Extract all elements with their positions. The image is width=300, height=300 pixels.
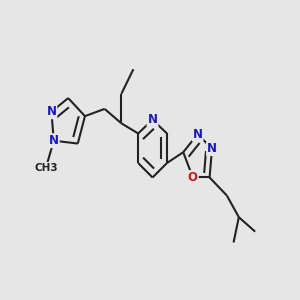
Text: CH3: CH3 [34,163,58,173]
Text: N: N [46,105,56,118]
Text: O: O [188,171,198,184]
Text: N: N [207,142,217,155]
Text: N: N [193,128,202,141]
Text: N: N [49,134,59,147]
Text: N: N [148,113,158,126]
